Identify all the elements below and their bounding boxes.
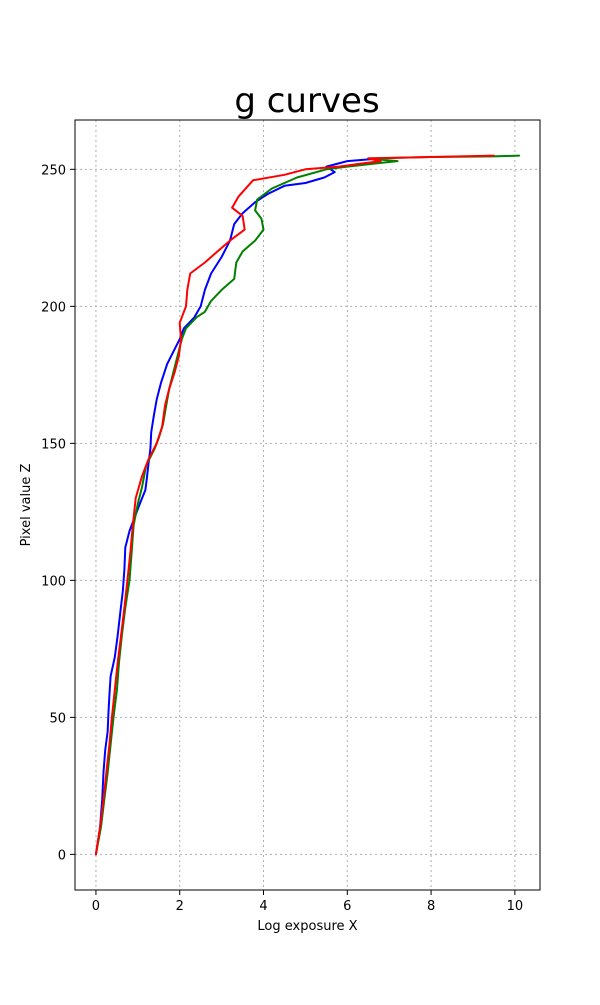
y-tick-label: 200 xyxy=(41,300,66,315)
series-line-3 xyxy=(94,154,495,856)
chart-title: g curves xyxy=(234,81,379,121)
y-tick-label: 0 xyxy=(58,848,66,863)
y-axis-label: Pixel value Z xyxy=(19,464,34,547)
plot-frame xyxy=(74,119,541,891)
x-tick-label: 0 xyxy=(92,899,100,914)
y-tick-label: 150 xyxy=(41,437,66,452)
y-tick-label: 250 xyxy=(41,163,66,178)
y-tick-label: 100 xyxy=(41,574,66,589)
series-line-1 xyxy=(94,157,382,856)
grid xyxy=(75,120,540,890)
x-tick-label: 2 xyxy=(176,899,184,914)
x-tick-label: 6 xyxy=(343,899,351,914)
x-tick-label: 10 xyxy=(507,899,524,914)
x-tick-label: 8 xyxy=(427,899,435,914)
series-layer xyxy=(94,154,521,856)
x-axis-label: Log exposure X xyxy=(257,919,357,934)
y-tick-label: 50 xyxy=(49,711,66,726)
series-line-2 xyxy=(94,154,521,856)
x-tick-label: 4 xyxy=(259,899,267,914)
